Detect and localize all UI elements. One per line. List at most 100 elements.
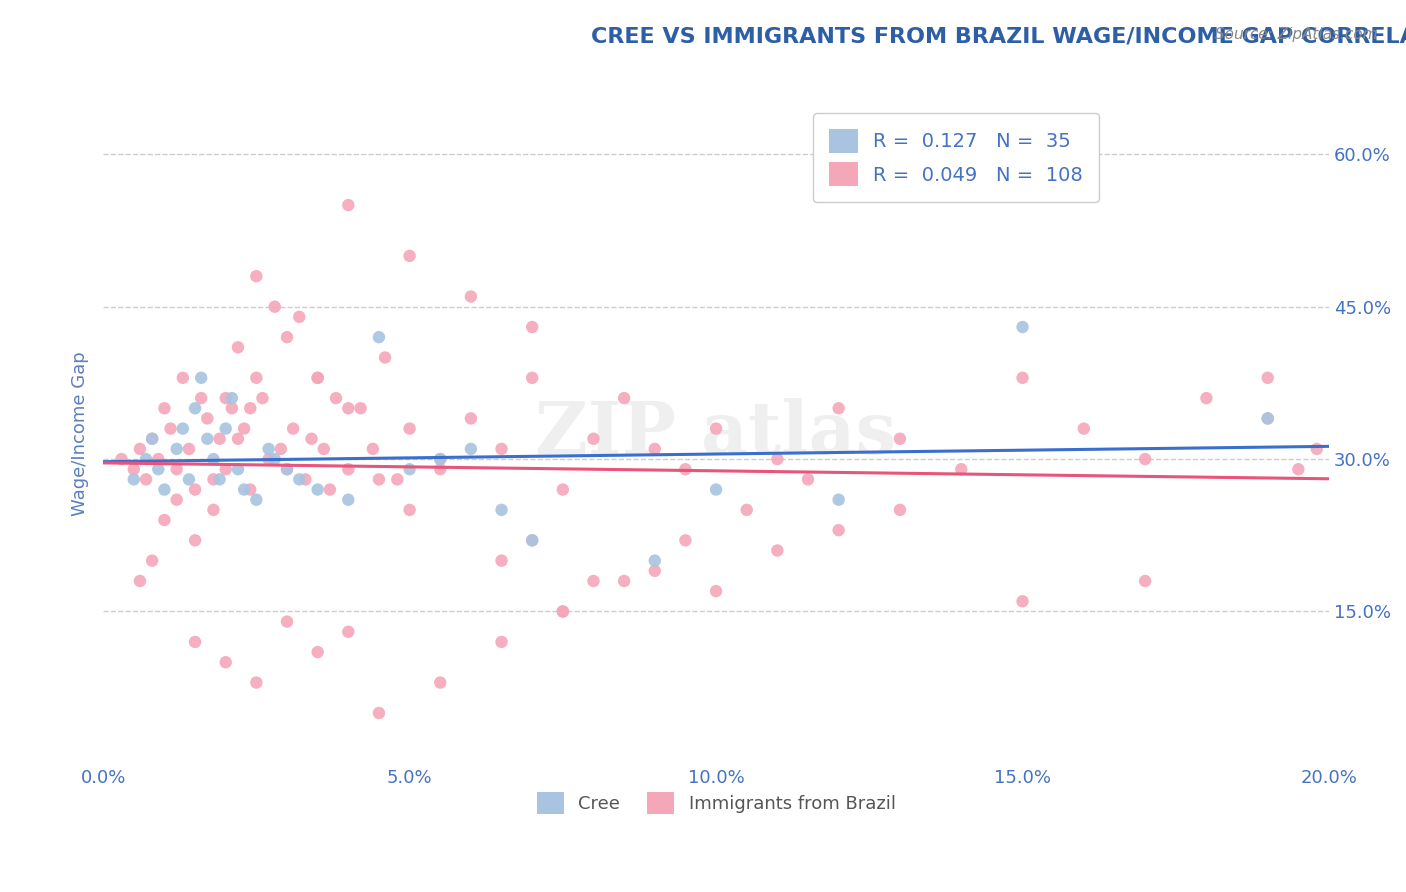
Point bbox=[195, 432, 218, 446]
Point bbox=[252, 391, 274, 405]
Point bbox=[827, 523, 849, 537]
Point bbox=[221, 401, 243, 416]
Point bbox=[177, 442, 200, 456]
Point bbox=[281, 421, 304, 435]
Point bbox=[349, 401, 371, 416]
Point bbox=[337, 462, 360, 476]
Point bbox=[184, 483, 207, 497]
Point bbox=[644, 564, 666, 578]
Point bbox=[184, 401, 207, 416]
Point bbox=[766, 452, 789, 467]
Point bbox=[221, 391, 243, 405]
Point bbox=[766, 543, 789, 558]
Point bbox=[827, 492, 849, 507]
Text: CREE VS IMMIGRANTS FROM BRAZIL WAGE/INCOME GAP CORRELATION CHART: CREE VS IMMIGRANTS FROM BRAZIL WAGE/INCO… bbox=[591, 27, 1406, 46]
Point bbox=[307, 371, 329, 385]
Point bbox=[276, 462, 298, 476]
Point bbox=[307, 483, 329, 497]
Legend: Cree, Immigrants from Brazil: Cree, Immigrants from Brazil bbox=[529, 784, 903, 821]
Point bbox=[398, 462, 420, 476]
Point bbox=[374, 351, 396, 365]
Point bbox=[245, 371, 267, 385]
Point bbox=[1286, 462, 1309, 476]
Point bbox=[276, 615, 298, 629]
Point bbox=[522, 533, 544, 548]
Point bbox=[797, 472, 820, 486]
Point bbox=[1011, 320, 1033, 334]
Point bbox=[429, 452, 451, 467]
Point bbox=[368, 706, 391, 720]
Point bbox=[215, 391, 238, 405]
Point bbox=[245, 269, 267, 284]
Point bbox=[148, 452, 170, 467]
Point bbox=[827, 401, 849, 416]
Point bbox=[233, 483, 256, 497]
Point bbox=[202, 452, 225, 467]
Point bbox=[337, 492, 360, 507]
Point bbox=[153, 401, 176, 416]
Point bbox=[644, 554, 666, 568]
Point bbox=[1133, 452, 1156, 467]
Point bbox=[148, 462, 170, 476]
Point bbox=[301, 432, 323, 446]
Point bbox=[1011, 594, 1033, 608]
Point bbox=[1306, 442, 1329, 456]
Point bbox=[398, 249, 420, 263]
Point bbox=[166, 492, 188, 507]
Point bbox=[208, 432, 231, 446]
Point bbox=[263, 300, 285, 314]
Point bbox=[153, 513, 176, 527]
Point bbox=[613, 574, 636, 588]
Point bbox=[460, 442, 482, 456]
Point bbox=[215, 421, 238, 435]
Point bbox=[159, 421, 181, 435]
Point bbox=[673, 462, 696, 476]
Point bbox=[239, 401, 262, 416]
Point bbox=[522, 533, 544, 548]
Point bbox=[1133, 574, 1156, 588]
Point bbox=[613, 391, 636, 405]
Point bbox=[202, 503, 225, 517]
Point bbox=[491, 442, 513, 456]
Point bbox=[582, 432, 605, 446]
Point bbox=[135, 452, 157, 467]
Point bbox=[325, 391, 347, 405]
Point bbox=[202, 472, 225, 486]
Point bbox=[172, 421, 194, 435]
Point bbox=[257, 442, 280, 456]
Point bbox=[491, 554, 513, 568]
Point bbox=[153, 483, 176, 497]
Point bbox=[889, 503, 911, 517]
Point bbox=[1257, 371, 1279, 385]
Point bbox=[429, 462, 451, 476]
Text: ZIP atlas: ZIP atlas bbox=[536, 398, 897, 469]
Point bbox=[337, 401, 360, 416]
Point bbox=[460, 411, 482, 425]
Point bbox=[368, 330, 391, 344]
Point bbox=[226, 432, 249, 446]
Point bbox=[704, 584, 727, 599]
Point bbox=[460, 289, 482, 303]
Point bbox=[429, 452, 451, 467]
Point bbox=[288, 310, 311, 324]
Point bbox=[735, 503, 758, 517]
Point bbox=[129, 442, 152, 456]
Point bbox=[226, 462, 249, 476]
Point bbox=[166, 462, 188, 476]
Point bbox=[491, 503, 513, 517]
Point bbox=[429, 675, 451, 690]
Point bbox=[245, 492, 267, 507]
Point bbox=[122, 462, 145, 476]
Point bbox=[177, 472, 200, 486]
Point bbox=[215, 462, 238, 476]
Point bbox=[141, 432, 163, 446]
Point bbox=[312, 442, 335, 456]
Point bbox=[215, 655, 238, 669]
Point bbox=[1257, 411, 1279, 425]
Point bbox=[257, 452, 280, 467]
Point bbox=[233, 421, 256, 435]
Point bbox=[337, 198, 360, 212]
Point bbox=[673, 533, 696, 548]
Point bbox=[141, 554, 163, 568]
Point bbox=[276, 462, 298, 476]
